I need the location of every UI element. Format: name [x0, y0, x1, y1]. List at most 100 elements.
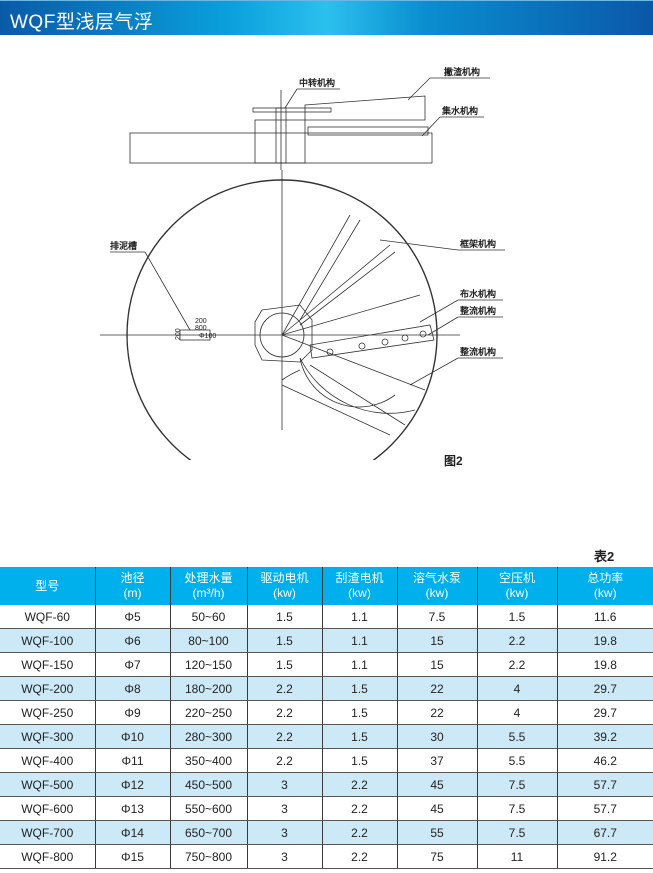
- table-cell: 280~300: [170, 724, 248, 749]
- table-cell: 3: [247, 772, 323, 797]
- table-cell: 37: [397, 748, 478, 773]
- table-cell: WQF-300: [0, 724, 96, 749]
- technical-drawing: 中转机构 撇渣机构 集水机构 200 800 200 Φ100 排泥槽 框架机构…: [100, 66, 505, 460]
- table-cell: 46.2: [557, 748, 653, 773]
- table-cell: 750~800: [170, 844, 248, 869]
- column-header: 空压机 (kw): [477, 567, 558, 605]
- page-title: WQF型浅层气浮: [10, 12, 154, 33]
- table-caption: 表2: [594, 549, 615, 564]
- table-cell: 2.2: [247, 676, 323, 701]
- table-cell: 120~150: [170, 652, 248, 677]
- header-text: 池径: [120, 571, 145, 585]
- table-cell: WQF-60: [0, 605, 96, 629]
- table-cell: 4: [477, 700, 558, 725]
- side-view: [129, 90, 433, 170]
- table-cell: 2.2: [322, 772, 398, 797]
- table-cell: 55: [397, 820, 478, 845]
- table-cell: 2.2: [477, 652, 558, 677]
- table-cell: 2.2: [322, 796, 398, 821]
- dim-200-vertical: 200: [175, 328, 182, 340]
- table-row: WQF-200 Φ8 180~200 2.2 1.5 22 4 29.7: [0, 676, 653, 701]
- label-rectifier-2: 整流机构: [459, 346, 496, 357]
- table-cell: 57.7: [557, 772, 653, 797]
- label-rectifier-1: 整流机构: [459, 305, 496, 316]
- table-cell: Φ12: [95, 772, 171, 797]
- table-cell: Φ15: [95, 844, 171, 869]
- table-cell: 19.8: [557, 628, 653, 653]
- table-cell: WQF-250: [0, 700, 96, 725]
- table-cell: 29.7: [557, 700, 653, 725]
- header-text: (kw): [348, 586, 371, 600]
- label-skimmer: 撇渣机构: [444, 66, 480, 77]
- table-cell: 2.2: [322, 820, 398, 845]
- column-header: 池径 (m): [95, 567, 171, 605]
- label-sludge: 排泥槽: [110, 240, 137, 251]
- dim-phi100: Φ100: [199, 333, 216, 340]
- table-cell: 5.5: [477, 748, 558, 773]
- table-cell: 1.5: [322, 700, 398, 725]
- table-cell: 91.2: [557, 844, 653, 869]
- table-cell: 7.5: [477, 820, 558, 845]
- column-header: 溶气水泵 (kw): [397, 567, 478, 605]
- table-cell: 45: [397, 796, 478, 821]
- figure-caption: 图2: [444, 454, 463, 468]
- table-cell: 550~600: [170, 796, 248, 821]
- table-cell: 2.2: [247, 748, 323, 773]
- table-cell: 22: [397, 676, 478, 701]
- label-frame: 框架机构: [460, 238, 496, 249]
- header-text: (kw): [273, 586, 296, 600]
- header-text: 驱动电机: [260, 571, 309, 585]
- table-cell: 45: [397, 772, 478, 797]
- table-row: WQF-250 Φ9 220~250 2.2 1.5 22 4 29.7: [0, 700, 653, 725]
- header-text: 型号: [35, 578, 60, 593]
- spec-table: 型号 池径 (m) 处理水量 (m³/h) 驱动电机 (kw) 刮渣电机 (kw) 溶气水泵 (kw…: [0, 567, 653, 869]
- table-cell: 1.5: [322, 724, 398, 749]
- table-cell: 2.2: [477, 628, 558, 653]
- table-cell: WQF-400: [0, 748, 96, 773]
- table-cell: WQF-200: [0, 676, 96, 701]
- table-cell: WQF-700: [0, 820, 96, 845]
- table-cell: 22: [397, 700, 478, 725]
- header-text: (m³/h): [192, 586, 225, 600]
- table-cell: Φ10: [95, 724, 171, 749]
- table-row: WQF-400 Φ11 350~400 2.2 1.5 37 5.5 46.2: [0, 748, 653, 773]
- table-cell: 39.2: [557, 724, 653, 749]
- header-text: (kw): [425, 586, 449, 600]
- table-row: WQF-300 Φ10 280~300 2.2 1.5 30 5.5 39.2: [0, 724, 653, 749]
- label-distributor: 布水机构: [459, 288, 496, 299]
- table-cell: Φ13: [95, 796, 171, 821]
- column-header: 型号: [0, 567, 96, 605]
- table-cell: Φ9: [95, 700, 171, 725]
- table-cell: Φ11: [95, 748, 171, 773]
- table-cell: 80~100: [170, 628, 248, 653]
- column-header: 驱动电机 (kw): [247, 567, 323, 605]
- table-cell: 67.7: [557, 820, 653, 845]
- table-cell: Φ8: [95, 676, 171, 701]
- table-cell: 1.5: [247, 628, 323, 653]
- dim-800: 800: [195, 325, 207, 332]
- table-cell: 1.1: [322, 605, 398, 629]
- table-cell: 2.2: [247, 700, 323, 725]
- table-cell: 30: [397, 724, 478, 749]
- table-row: WQF-150 Φ7 120~150 1.5 1.1 15 2.2 19.8: [0, 652, 653, 677]
- table-cell: 7.5: [477, 772, 558, 797]
- table-cell: 220~250: [170, 700, 248, 725]
- column-header: 总功率 (kw): [557, 567, 653, 605]
- table-cell: 1.1: [322, 628, 398, 653]
- table-cell: 3: [247, 796, 323, 821]
- table-cell: WQF-600: [0, 796, 96, 821]
- header-text: 刮渣电机: [335, 571, 384, 585]
- table-cell: 3: [247, 820, 323, 845]
- plan-view: [100, 170, 460, 460]
- table-cell: 450~500: [170, 772, 248, 797]
- header-text: 空压机: [498, 571, 535, 585]
- table-cell: WQF-500: [0, 772, 96, 797]
- table-cell: 1.5: [322, 676, 398, 701]
- table-cell: WQF-100: [0, 628, 96, 653]
- header-text: (m): [123, 586, 142, 600]
- table-cell: 3: [247, 844, 323, 869]
- table-cell: 180~200: [170, 676, 248, 701]
- column-header: 处理水量 (m³/h): [170, 567, 248, 605]
- table-cell: 29.7: [557, 676, 653, 701]
- table-cell: WQF-800: [0, 844, 96, 869]
